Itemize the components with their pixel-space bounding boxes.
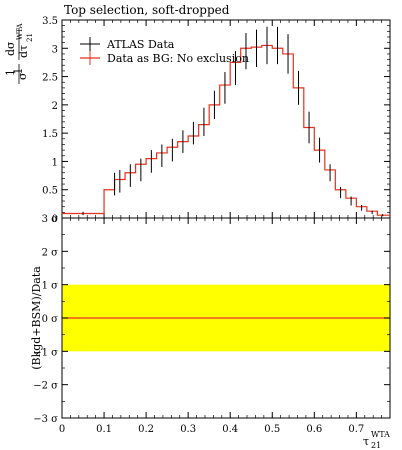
lower-ytick-label: −2 σ [33,381,58,392]
lower-ytick-label: 3 σ [42,214,59,225]
ylabel-one: 1 [12,68,25,75]
xlabel: τ 21 WTA [363,430,390,450]
lower-ylabel: (Bkgd+BSM)/Data [30,266,43,370]
ylabel-sup: WTA [16,23,24,40]
xlabel-sub: 21 [371,441,381,450]
upper-ytick-label: 0.5 [42,186,58,197]
upper-ytick-label: 1 [52,157,58,168]
ylabel-dtau: dτ [17,45,30,58]
upper-ytick-label: 0 [52,214,58,225]
lower-xtick-label: 0.5 [264,424,280,435]
lower-ytick-label: 0 σ [42,314,59,325]
atlas-data-points [82,26,384,217]
upper-ytick-label: 2.5 [42,73,58,84]
upper-ytick-label: 2 [52,101,58,112]
ylabel-dsigma: dσ [4,41,17,56]
bg-step-line [62,44,390,216]
lower-ticks: −3 σ−2 σ−1 σ0 σ1 σ2 σ3 σ0 0.1 0.2 0.3 0.4 0.5… [33,214,390,435]
upper-ticks: 0 0.5 1 1.5 2 2.5 3 3.5 [42,16,390,225]
ylabel-sigma: σ [16,72,29,80]
ylabel-sub: 21 [26,33,34,42]
upper-panel: 0 0.5 1 1.5 2 2.5 3 3.5 ATLAS Data Data as BG: … [12,16,391,225]
lower-ytick-label: 2 σ [42,247,59,258]
lower-ytick-label: 1 σ [42,281,59,292]
upper-ytick-label: 1.5 [42,129,58,140]
lower-panel: −3 σ−2 σ−1 σ0 σ1 σ2 σ3 σ0 0.1 0.2 0.3 0.4 0.5… [30,214,391,435]
upper-ytick-label: 3.5 [42,16,58,27]
lower-xtick-label: 0.3 [180,424,196,435]
xlabel-tau: τ [363,435,369,448]
lower-xtick-label: 0.6 [306,424,322,435]
legend: ATLAS Data Data as BG: No exclusion [80,37,249,65]
legend-bg-label: Data as BG: No exclusion [107,52,249,65]
xlabel-sup: WTA [371,430,390,439]
bg-step-histogram [62,44,390,216]
lower-ytick-label: −1 σ [33,347,58,358]
upper-ylabel-fraction: 1 σ dσ dτ 21 WTA [4,23,34,84]
upper-ytick-label: 3 [52,44,58,55]
chart-title: Top selection, soft-dropped [64,3,230,17]
lower-ytick-label: −3 σ [33,414,58,425]
legend-data-label: ATLAS Data [106,38,175,51]
lower-xtick-label: 0.4 [222,424,238,435]
ylabel-1: 1 [4,69,17,76]
lower-xtick-label: 0.2 [138,424,154,435]
lower-xtick-label: 0.7 [348,424,364,435]
lower-xtick-label: 0 [59,424,65,435]
upper-ylabel: 1 [12,68,25,75]
lower-xtick-label: 0.1 [96,424,112,435]
